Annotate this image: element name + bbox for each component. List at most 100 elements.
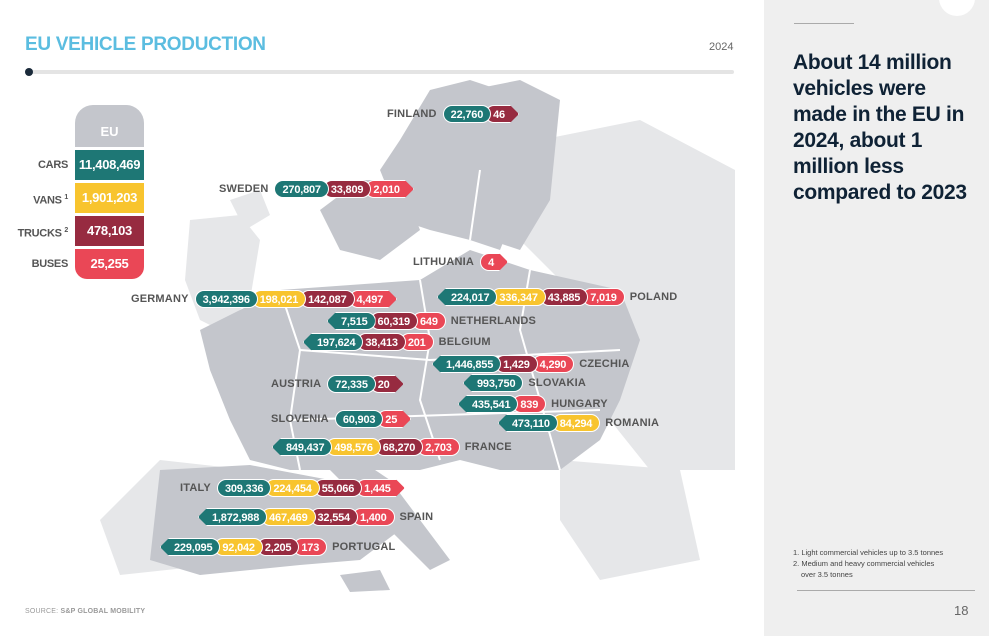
buses-value: 201 (399, 333, 434, 351)
cars-value: 3,942,396 (194, 290, 258, 308)
cars-value: 309,336 (216, 479, 272, 497)
vans-value: 84,294 (551, 414, 601, 432)
value-pills: 229,095 92,042 2,205 173 (160, 538, 328, 556)
trucks-value: 1,429 (495, 355, 538, 373)
value-pills: 60,903 25 (334, 410, 411, 428)
eu-value: 11,408,469 (78, 157, 141, 172)
trucks-value: 68,270 (374, 438, 424, 456)
country-label: SWEDEN (219, 183, 269, 195)
trucks-value: 2,205 (256, 538, 300, 556)
page-title: EU VEHICLE PRODUCTION (25, 34, 266, 55)
trucks-value: 142,087 (300, 290, 355, 308)
country-label: HUNGARY (551, 398, 608, 410)
value-pills: 224,017 336,347 43,885 7,019 (437, 288, 625, 306)
eu-value: 25,255 (90, 256, 129, 271)
buses-value: 2,010 (365, 180, 414, 198)
cars-value: 270,807 (274, 180, 329, 198)
footnote-1: 1. Light commercial vehicles up to 3.5 t… (793, 548, 944, 557)
buses-value: 25 (377, 410, 411, 428)
country-label: GERMANY (131, 293, 189, 305)
country-label: FRANCE (464, 441, 512, 453)
value-pills: 849,437 498,576 68,270 2,703 (272, 438, 460, 456)
buses-value: 1,400 (351, 508, 395, 526)
country-row-czechia: 1,446,855 1,429 4,290 CZECHIA (432, 355, 630, 373)
vans-value: 224,454 (265, 479, 320, 497)
eu-value: 1,901,203 (81, 190, 138, 205)
country-label: FINLAND (387, 108, 437, 120)
country-row-france: 849,437 498,576 68,270 2,703 FRANCE (272, 438, 512, 456)
cars-value: 849,437 (272, 438, 333, 456)
buses-value: 2,703 (417, 438, 460, 456)
footnote-2: 2. Medium and heavy commercial vehicles (793, 559, 935, 568)
vans-value: 198,021 (251, 290, 307, 308)
eu-totals-panel: EU 11,408,469 CARS 1,901,203 VANS 1 478,103 T… (18, 105, 144, 279)
country-row-portugal: 229,095 92,042 2,205 173 PORTUGAL (160, 538, 395, 556)
eu-trucks-label: TRUCKS 2 (0, 216, 69, 249)
cars-value: 60,903 (334, 410, 384, 428)
country-row-austria: AUSTRIA 72,335 20 (271, 375, 404, 393)
buses-value: 4 (480, 253, 508, 271)
country-label: ITALY (180, 482, 211, 494)
source-note: SOURCE: S&P GLOBAL MOBILITY (25, 608, 145, 615)
value-pills: 993,750 (463, 374, 524, 392)
trucks-value: 55,066 (313, 479, 363, 497)
cars-value: 473,110 (498, 414, 558, 432)
country-row-slovakia: 993,750 SLOVAKIA (463, 374, 586, 392)
country-row-finland: FINLAND 22,760 46 (387, 105, 519, 123)
value-pills: 22,760 46 (442, 105, 519, 123)
value-pills: 473,110 84,294 (498, 414, 601, 432)
country-label: SLOVAKIA (528, 377, 586, 389)
country-row-spain: 1,872,988 467,469 32,554 1,400 SPAIN (198, 508, 433, 526)
buses-value: 7,019 (582, 288, 625, 306)
value-pills: 4 (480, 253, 508, 271)
country-label: CZECHIA (579, 358, 630, 370)
vans-value: 467,469 (261, 508, 316, 526)
value-pills: 309,336 224,454 55,066 1,445 (216, 479, 405, 497)
country-label: POLAND (629, 291, 678, 303)
section-progress-dot (25, 68, 33, 76)
country-label: ROMANIA (605, 417, 660, 429)
eu-header: EU (75, 105, 144, 147)
value-pills: 7,515 60,319 649 (327, 312, 446, 330)
eu-value: 478,103 (87, 223, 132, 238)
country-label: SLOVENIA (271, 413, 329, 425)
page-number: 18 (954, 603, 969, 618)
footnote-marker: 1 (64, 194, 68, 201)
buses-value: 4,497 (349, 290, 398, 308)
trucks-value: 46 (485, 105, 519, 123)
country-label: BELGIUM (438, 336, 491, 348)
country-row-netherlands: 7,515 60,319 649 NETHERLANDS (327, 312, 536, 330)
eu-buses-value: 25,255 BUSES (32, 249, 144, 279)
cars-value: 72,335 (327, 375, 376, 393)
footnote-marker: 2 (64, 227, 68, 234)
eu-vans-label: VANS 1 (0, 183, 68, 216)
cars-value: 197,624 (303, 333, 364, 351)
year-label: 2024 (709, 41, 734, 53)
country-row-romania: 473,110 84,294 ROMANIA (498, 414, 659, 432)
cars-value: 224,017 (437, 288, 498, 306)
trucks-value: 32,554 (309, 508, 358, 526)
country-row-sweden: SWEDEN 270,807 33,809 2,010 (219, 180, 414, 198)
eu-trucks-value: 478,103 TRUCKS 2 (18, 216, 144, 246)
source-name: S&P GLOBAL MOBILITY (60, 608, 146, 615)
cars-value: 7,515 (327, 312, 376, 330)
source-label: SOURCE: (25, 608, 59, 615)
trucks-value: 60,319 (369, 312, 418, 330)
buses-value: 1,445 (356, 479, 405, 497)
buses-value: 173 (293, 538, 328, 556)
eu-cars-value: 11,408,469 CARS (38, 150, 144, 180)
eu-row-label: TRUCKS (17, 227, 62, 240)
country-row-belgium: 197,624 38,413 201 BELGIUM (303, 333, 491, 351)
value-pills: 435,541 839 (458, 395, 547, 413)
footnotes: 1. Light commercial vehicles up to 3.5 t… (793, 547, 943, 580)
country-label: SPAIN (399, 511, 434, 523)
country-row-italy: ITALY 309,336 224,454 55,066 1,445 (180, 479, 405, 497)
country-row-lithuania: LITHUANIA 4 (413, 253, 508, 271)
eu-row-label: BUSES (31, 258, 69, 270)
trucks-value: 38,413 (357, 333, 406, 351)
value-pills: 1,872,988 467,469 32,554 1,400 (198, 508, 395, 526)
vans-value: 92,042 (214, 538, 263, 556)
country-row-poland: 224,017 336,347 43,885 7,019 POLAND (437, 288, 677, 306)
cars-value: 229,095 (160, 538, 221, 556)
trucks-value: 33,809 (322, 180, 372, 198)
